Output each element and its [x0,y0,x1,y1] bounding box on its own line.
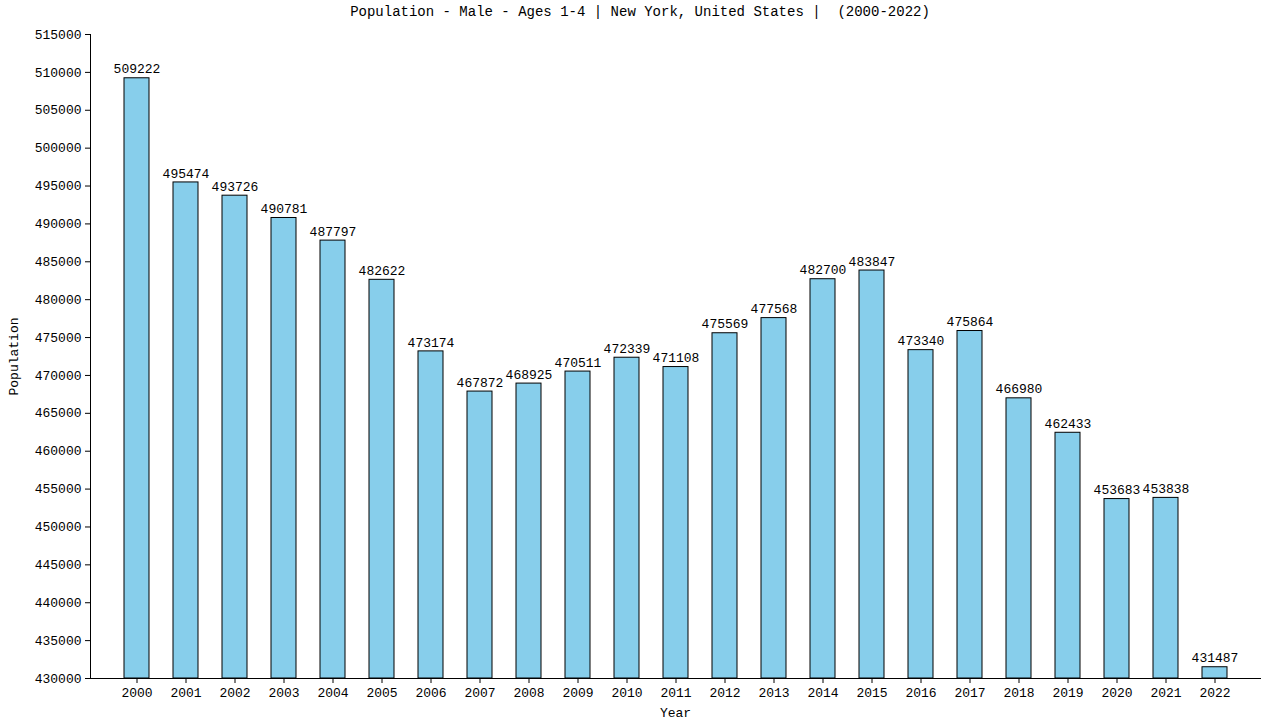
svg-text:2014: 2014 [807,686,838,701]
svg-text:2008: 2008 [513,686,544,701]
svg-text:2005: 2005 [366,686,397,701]
svg-text:515000: 515000 [35,28,82,43]
svg-text:473174: 473174 [408,336,455,351]
svg-text:475000: 475000 [35,331,82,346]
svg-text:466980: 466980 [996,382,1043,397]
svg-text:Year: Year [660,706,691,720]
svg-text:2018: 2018 [1003,686,1034,701]
svg-text:2019: 2019 [1052,686,1083,701]
svg-text:2012: 2012 [709,686,740,701]
svg-text:453683: 453683 [1094,483,1141,498]
svg-text:431487: 431487 [1192,651,1239,666]
svg-text:505000: 505000 [35,103,82,118]
svg-text:2003: 2003 [268,686,299,701]
svg-text:455000: 455000 [35,482,82,497]
html-text:Population - Male - Ages 1-4 |: Population - Male - Ages 1-4 | New York,… [350,4,930,20]
svg-text:473340: 473340 [898,334,945,349]
svg-text:2011: 2011 [660,686,691,701]
svg-text:465000: 465000 [35,406,82,421]
svg-text:482622: 482622 [359,264,406,279]
svg-text:462433: 462433 [1045,417,1092,432]
svg-text:2016: 2016 [905,686,936,701]
svg-text:483847: 483847 [849,255,896,270]
svg-text:475569: 475569 [702,317,749,332]
svg-text:495000: 495000 [35,179,82,194]
svg-text:2002: 2002 [219,686,250,701]
svg-text:2022: 2022 [1199,686,1230,701]
svg-text:470511: 470511 [555,356,602,371]
svg-text:453838: 453838 [1143,482,1190,497]
svg-text:2000: 2000 [121,686,152,701]
svg-text:490000: 490000 [35,217,82,232]
svg-text:475864: 475864 [947,315,994,330]
svg-text:2015: 2015 [856,686,887,701]
svg-text:493726: 493726 [212,180,259,195]
svg-text:500000: 500000 [35,141,82,156]
svg-text:Population: Population [7,317,22,395]
svg-text:509222: 509222 [114,62,161,77]
svg-text:480000: 480000 [35,293,82,308]
svg-text:2007: 2007 [464,686,495,701]
svg-text:470000: 470000 [35,369,82,384]
svg-text:2010: 2010 [611,686,642,701]
svg-text:2006: 2006 [415,686,446,701]
svg-text:2020: 2020 [1101,686,1132,701]
svg-text:2009: 2009 [562,686,593,701]
svg-text:468925: 468925 [506,368,553,383]
svg-text:435000: 435000 [35,634,82,649]
svg-text:485000: 485000 [35,255,82,270]
svg-text:440000: 440000 [35,596,82,611]
svg-text:2013: 2013 [758,686,789,701]
svg-text:450000: 450000 [35,520,82,535]
svg-text:487797: 487797 [310,225,357,240]
svg-text:482700: 482700 [800,263,847,278]
svg-text:445000: 445000 [35,558,82,573]
svg-text:2017: 2017 [954,686,985,701]
svg-text:2001: 2001 [170,686,201,701]
svg-text:490781: 490781 [261,202,308,217]
svg-text:471108: 471108 [653,351,700,366]
svg-text:495474: 495474 [163,167,210,182]
svg-text:430000: 430000 [35,672,82,687]
svg-text:472339: 472339 [604,342,651,357]
svg-text:467872: 467872 [457,376,504,391]
svg-text:2021: 2021 [1150,686,1181,701]
svg-text:2004: 2004 [317,686,348,701]
svg-text:477568: 477568 [751,302,798,317]
svg-text:460000: 460000 [35,444,82,459]
svg-text:510000: 510000 [35,66,82,81]
